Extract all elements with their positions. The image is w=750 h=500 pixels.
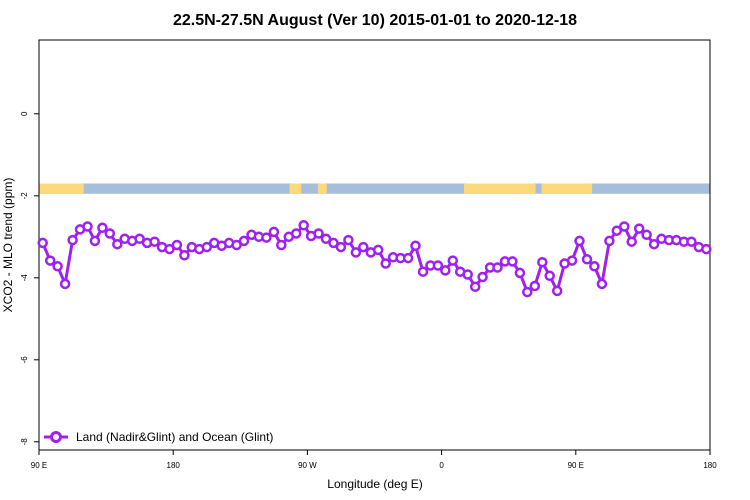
legend: Land (Nadir&Glint) and Ocean (Glint) <box>44 430 273 444</box>
x-tick-label: 0 <box>439 461 444 470</box>
data-point <box>626 236 637 247</box>
data-point <box>37 237 48 249</box>
data-point <box>462 269 473 280</box>
data-point <box>358 241 369 253</box>
y-tick-label: 0 <box>20 111 29 116</box>
data-point <box>134 233 145 245</box>
data-point <box>477 271 488 283</box>
map-land <box>541 183 593 194</box>
data-point <box>589 261 600 272</box>
data-point <box>648 238 660 250</box>
data-point <box>52 261 63 272</box>
data-point <box>261 232 272 243</box>
data-point <box>492 262 503 273</box>
data-point <box>604 235 615 247</box>
data-point <box>566 255 578 266</box>
chart-title: 22.5N-27.5N August (Ver 10) 2015-01-01 t… <box>173 12 577 29</box>
x-axis-label: Longitude (deg E) <box>327 477 422 491</box>
x-tick-label: 90 E <box>568 461 584 470</box>
map-strip <box>39 183 710 194</box>
y-tick-label: -6 <box>20 356 29 364</box>
data-point <box>104 228 116 239</box>
data-point <box>268 226 280 238</box>
map-land <box>516 183 523 194</box>
data-point <box>97 222 108 234</box>
x-tick-label: 90 W <box>298 461 317 470</box>
data-point <box>201 241 213 253</box>
data-point <box>537 256 548 268</box>
data-point <box>611 225 623 236</box>
y-tick-label: -2 <box>20 192 29 200</box>
data-point <box>372 244 384 256</box>
data-point <box>171 239 183 251</box>
data-point <box>619 221 630 232</box>
data-point <box>507 256 518 267</box>
y-tick-label: -4 <box>20 274 29 282</box>
map-land <box>319 183 327 194</box>
data-point <box>469 281 481 293</box>
data-point <box>551 285 563 297</box>
map-land <box>39 183 84 194</box>
data-point <box>350 247 362 258</box>
data-point <box>290 228 302 239</box>
map-ocean <box>39 183 710 194</box>
data-point <box>164 243 175 255</box>
data-point <box>522 286 533 298</box>
data-point <box>641 229 652 241</box>
data-point <box>544 270 555 282</box>
data-point <box>410 240 421 252</box>
data-point <box>335 241 347 253</box>
data-point <box>574 235 585 247</box>
data-point <box>529 280 541 292</box>
legend-marker-swatch <box>50 431 62 443</box>
data-point <box>112 238 123 250</box>
data-point <box>343 234 354 246</box>
data-point <box>313 228 324 239</box>
x-axis: 90 E 180 90 W 0 90 E 180 <box>31 450 717 470</box>
data-point <box>514 267 526 279</box>
data-point <box>633 223 645 234</box>
data-point <box>380 258 391 269</box>
y-axis: 0 -2 -4 -6 -8 <box>20 111 39 445</box>
data-point <box>701 243 712 255</box>
data-point <box>238 235 250 247</box>
data-point <box>149 236 160 247</box>
data-point <box>402 252 414 264</box>
map-land <box>463 183 536 194</box>
data-point <box>44 255 56 266</box>
map-land <box>510 183 517 194</box>
data-point <box>67 234 78 246</box>
map-land <box>289 183 302 194</box>
series-group <box>37 220 712 298</box>
data-point <box>447 255 459 266</box>
y-axis-label: XCO2 - MLO trend (ppm) <box>1 178 15 313</box>
data-point <box>686 236 697 247</box>
y-tick-label: -8 <box>20 438 29 446</box>
data-point <box>328 237 339 249</box>
data-point <box>581 254 593 265</box>
data-point <box>417 266 429 277</box>
data-point <box>596 278 608 290</box>
data-point <box>179 250 190 261</box>
x-tick-label: 180 <box>167 461 181 470</box>
x-tick-label: 90 E <box>31 461 47 470</box>
legend-label: Land (Nadir&Glint) and Ocean (Glint) <box>76 430 273 444</box>
data-point <box>231 239 242 251</box>
data-point <box>59 278 71 290</box>
data-point <box>82 221 93 232</box>
x-tick-label: 180 <box>703 461 717 470</box>
data-point <box>89 235 101 247</box>
data-point <box>440 265 451 276</box>
data-point <box>320 233 332 245</box>
data-point <box>298 220 309 231</box>
data-point <box>276 239 287 251</box>
data-point <box>432 260 444 271</box>
